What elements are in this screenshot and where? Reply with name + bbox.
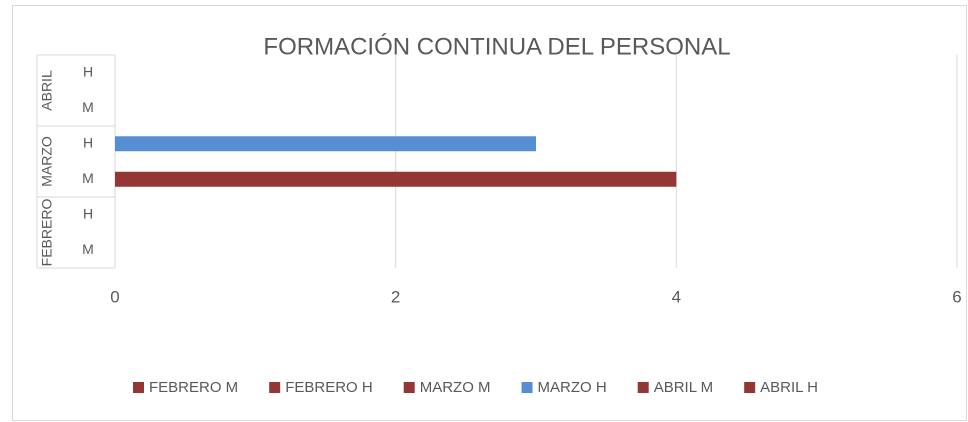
x-tick-label: 2 <box>391 287 400 306</box>
legend-swatch <box>521 382 533 393</box>
legend-swatch <box>403 382 415 393</box>
legend-label: FEBRERO H <box>285 379 373 396</box>
legend-label: FEBRERO M <box>149 379 238 396</box>
x-tick-label: 0 <box>110 287 119 306</box>
category-label: H <box>83 63 93 79</box>
legend-swatch <box>637 382 649 393</box>
group-label: MARZO <box>39 136 55 187</box>
category-label: H <box>83 134 93 150</box>
bar <box>115 171 677 187</box>
legend-label: ABRIL M <box>654 379 713 396</box>
group-label: ABRIL <box>39 70 55 111</box>
legend-label: MARZO H <box>538 379 607 396</box>
chart-frame <box>12 5 967 421</box>
legend-label: MARZO M <box>420 379 491 396</box>
category-label: M <box>82 99 94 115</box>
chart-title: FORMACIÓN CONTINUA DEL PERSONAL <box>263 33 730 60</box>
legend-swatch <box>744 382 756 393</box>
bar <box>115 136 536 152</box>
legend-swatch <box>269 382 281 393</box>
legend-label: ABRIL H <box>760 379 818 396</box>
group-label: FEBRERO <box>39 199 55 267</box>
x-tick-label: 4 <box>672 287 681 306</box>
category-label: M <box>82 241 94 257</box>
x-tick-label: 6 <box>952 287 961 306</box>
legend-swatch <box>133 382 144 393</box>
category-label: M <box>82 170 94 186</box>
category-label: H <box>83 205 93 221</box>
